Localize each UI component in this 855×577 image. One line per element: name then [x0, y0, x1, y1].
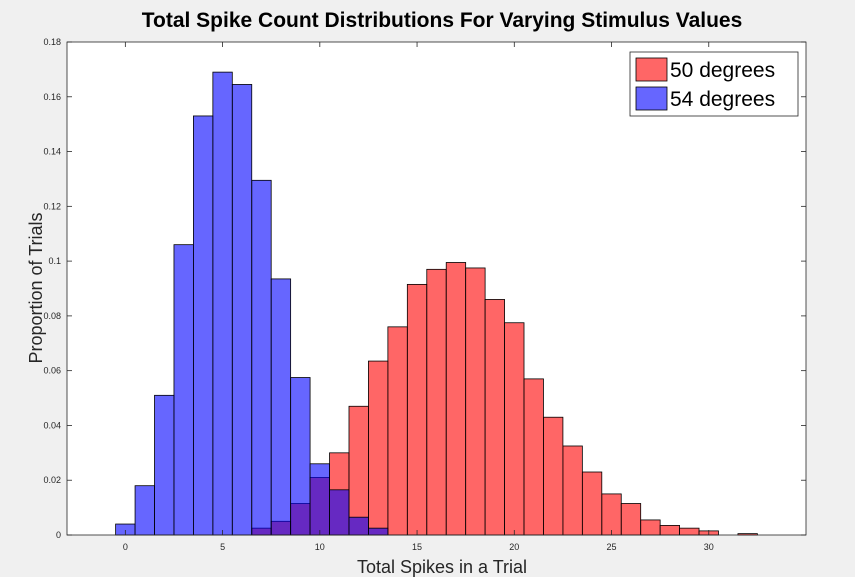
y-tick-label: 0.04 — [43, 420, 61, 430]
y-tick-label: 0.08 — [43, 311, 61, 321]
x-axis: 0 5 10 15 20 25 30 — [123, 42, 714, 552]
bar-series1-bin-2 — [154, 394, 175, 536]
y-tick-label: 0.12 — [43, 201, 61, 211]
y-axis: 0 0.02 0.04 0.06 0.08 0.1 0.12 0.14 0.16 0.18 — [43, 37, 806, 540]
y-tick-label: 0.14 — [43, 147, 61, 157]
y-tick-label: 0.18 — [43, 37, 61, 47]
bar-series0-bin-15 — [406, 283, 428, 536]
bar-series0-bin-12 — [348, 405, 369, 536]
bar-series1-bin-1 — [134, 485, 155, 536]
y-tick-label: 0 — [56, 530, 61, 540]
bar-series0-bin-29 — [679, 527, 700, 536]
x-tick-label: 30 — [704, 542, 714, 552]
bar-series1-bin-6 — [231, 84, 253, 536]
bar-series0-bin-14 — [387, 326, 408, 536]
legend-swatch-50-degrees — [635, 57, 668, 82]
bar-series1-bin-4 — [193, 115, 214, 536]
bar-series0-bin-23 — [562, 445, 583, 536]
chart-title: Total Spike Count Distributions For Vary… — [142, 9, 743, 32]
bar-series1-bin-3 — [173, 244, 194, 536]
x-tick-label: 15 — [412, 542, 422, 552]
bar-series0-bin-18 — [465, 267, 486, 536]
legend-swatch-54-degrees — [635, 86, 668, 111]
x-tick-label: 25 — [607, 542, 617, 552]
series-50-degrees — [251, 262, 758, 536]
bar-series0-bin-26 — [620, 503, 642, 536]
bar-series1-bin-12 — [348, 516, 369, 536]
bar-series0-bin-28 — [659, 525, 680, 536]
legend-label-50-degrees: 50 degrees — [670, 59, 775, 82]
bar-series1-bin-5 — [212, 71, 233, 536]
legend: 50 degrees 54 degrees — [629, 51, 799, 117]
bar-series0-bin-21 — [523, 378, 544, 536]
bar-series0-bin-19 — [484, 299, 505, 536]
bar-series0-bin-20 — [504, 322, 525, 536]
y-tick-label: 0.16 — [43, 92, 61, 102]
bar-series1-bin-13 — [368, 527, 389, 536]
x-tick-label: 20 — [509, 542, 519, 552]
bar-series0-bin-24 — [581, 471, 603, 536]
bar-series1-bin-11 — [329, 489, 350, 536]
bar-series1-bin-9 — [290, 377, 311, 536]
bar-series0-bin-17 — [445, 262, 467, 536]
bar-series0-bin-22 — [543, 416, 564, 536]
x-axis-label: Total Spikes in a Trial — [357, 557, 527, 577]
y-axis-label: Proportion of Trials — [26, 212, 46, 363]
plot-frame — [66, 41, 807, 536]
x-tick-label: 0 — [123, 542, 128, 552]
legend-label-54-degrees: 54 degrees — [670, 88, 775, 111]
bar-series1-bin-7 — [251, 179, 272, 536]
bar-series0-bin-13 — [368, 360, 389, 536]
bar-series0-bin-27 — [640, 519, 661, 536]
series-54-degrees — [115, 71, 389, 536]
y-tick-label: 0.1 — [48, 256, 61, 266]
y-tick-label: 0.06 — [43, 366, 61, 376]
x-tick-label: 10 — [315, 542, 325, 552]
y-tick-label: 0.02 — [43, 475, 61, 485]
x-tick-label: 5 — [220, 542, 225, 552]
bar-series1-bin-10 — [309, 463, 330, 536]
bar-series0-bin-16 — [426, 268, 447, 536]
bar-series1-bin-8 — [270, 278, 292, 536]
bar-series0-bin-25 — [601, 493, 622, 536]
